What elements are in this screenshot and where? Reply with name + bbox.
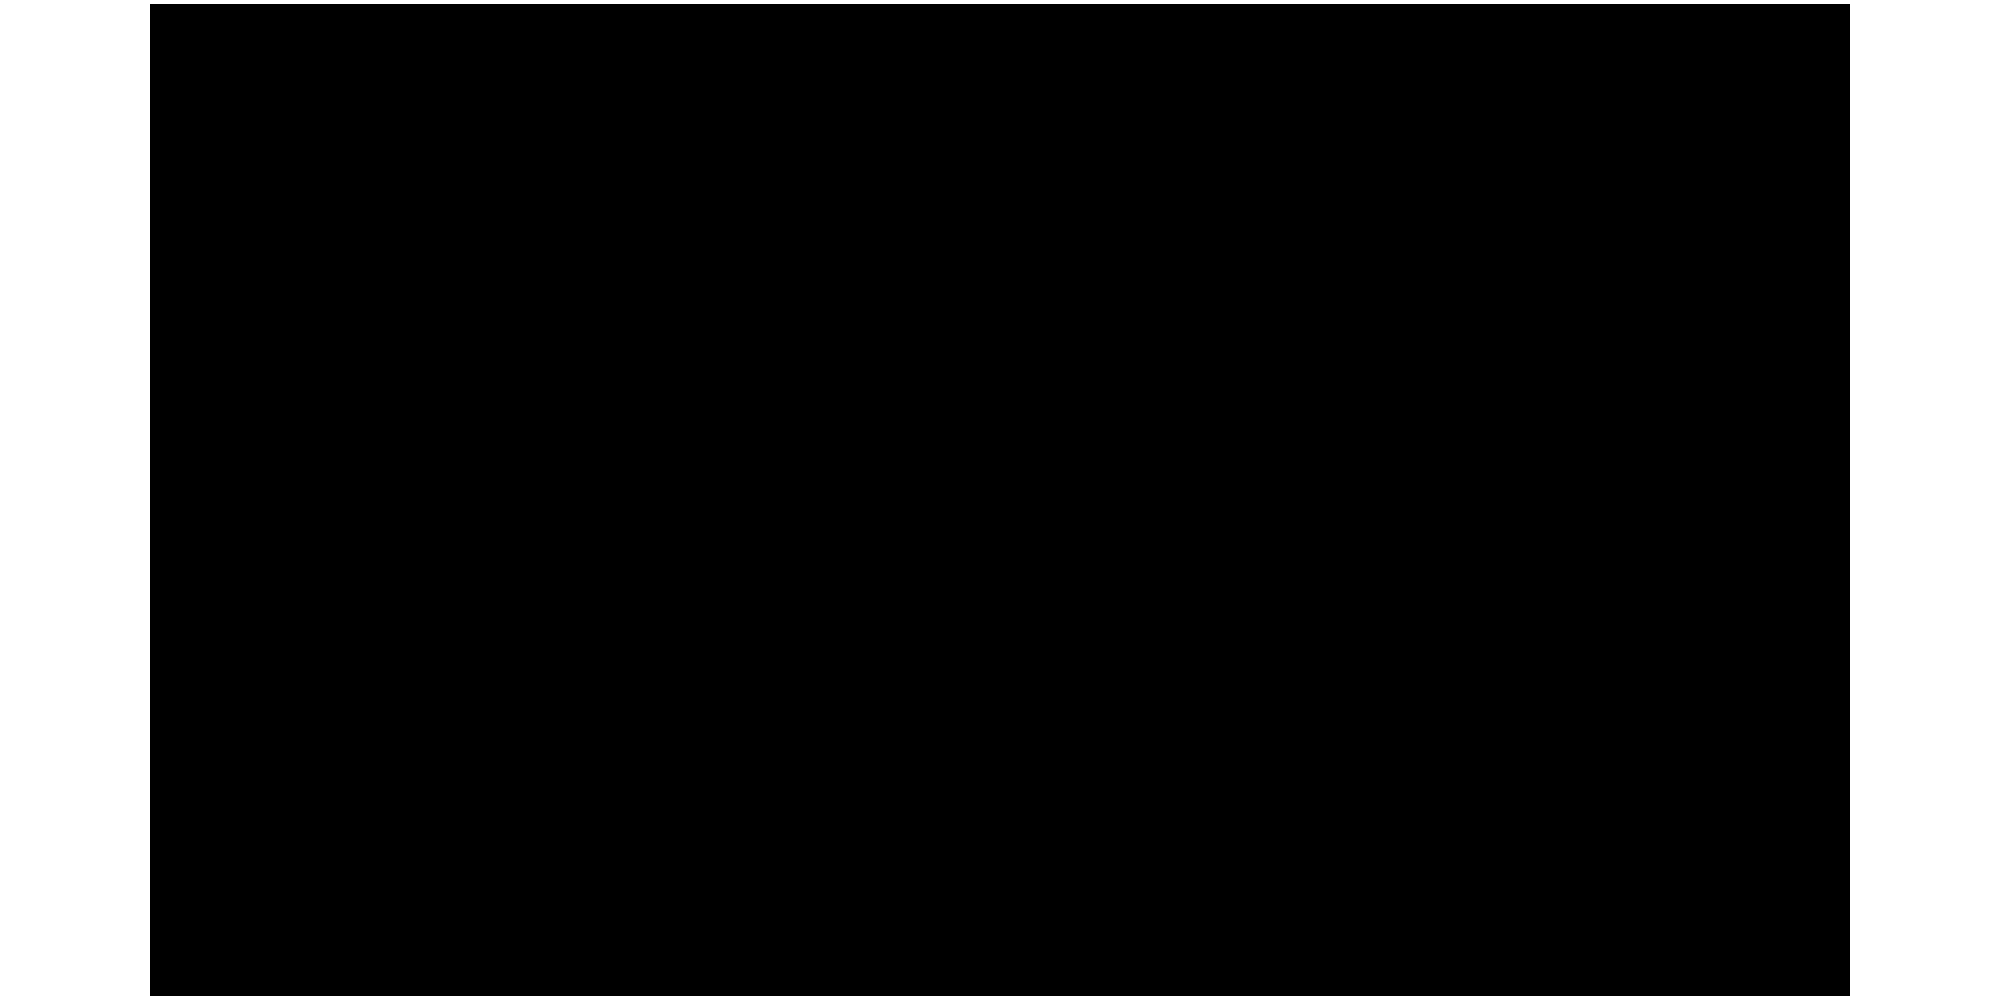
word-cloud (150, 4, 1850, 996)
